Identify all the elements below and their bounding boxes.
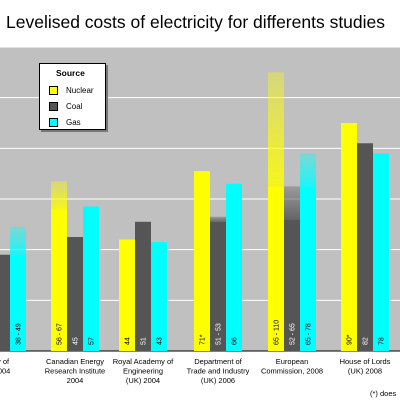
- bar-coal: [0, 254, 10, 351]
- bar-range-nuclear: [51, 181, 67, 210]
- bar-nuclear: [341, 123, 357, 351]
- category-label: Department of: [194, 357, 242, 366]
- legend-swatch-nuclear: [49, 86, 58, 95]
- bar-nuclear: [51, 209, 67, 351]
- category-label: Commission, 2008: [261, 367, 323, 376]
- bar-range-gas: [10, 226, 26, 255]
- data-label-nuclear: 71*: [200, 334, 207, 345]
- bar-gas: [226, 183, 242, 351]
- bar-range-coal: [210, 216, 226, 222]
- category-label: 2004: [67, 376, 84, 385]
- category-label: House of Lords: [340, 357, 391, 366]
- legend-swatch-coal: [49, 102, 58, 111]
- bar-range-gas: [300, 153, 316, 187]
- category-label: ty of: [0, 357, 10, 366]
- data-label-nuclear: 65 - 110: [274, 320, 281, 345]
- bar-nuclear: [194, 171, 210, 351]
- category-label: European: [276, 357, 309, 366]
- data-label-gas: 38 - 49: [16, 323, 23, 345]
- category-label: 2004: [0, 367, 10, 376]
- bar-coal: [135, 221, 151, 351]
- bar-gas: [300, 186, 316, 351]
- data-label-coal: 52 - 65: [290, 323, 297, 345]
- data-label-gas: 57: [89, 337, 96, 345]
- data-label-gas: 65 - 78: [306, 323, 313, 345]
- bar-nuclear: [268, 186, 284, 351]
- category-label: Engineering: [123, 367, 163, 376]
- category-label: (UK) 2008: [348, 367, 382, 376]
- data-label-coal: 82: [363, 337, 370, 345]
- data-label-gas: 66: [232, 337, 239, 345]
- bar-coal: [67, 237, 83, 351]
- bar-range-coal: [284, 186, 300, 220]
- category-label: (UK) 2006: [201, 376, 235, 385]
- bar-gas: [151, 242, 167, 351]
- legend-label-gas: Gas: [66, 118, 81, 127]
- bar-gas: [83, 206, 99, 351]
- legend-swatch-gas: [49, 118, 58, 127]
- data-label-coal: 51 - 53: [216, 323, 223, 345]
- legend: Source Nuclear Coal Gas: [39, 63, 106, 130]
- bar-gas: [373, 153, 389, 351]
- data-label-nuclear: 56 - 67: [57, 323, 64, 345]
- category-label: Canadian Energy: [46, 357, 104, 366]
- bar-nuclear: [119, 239, 135, 351]
- data-label-coal: 51: [141, 337, 148, 345]
- legend-title: Source: [56, 68, 85, 78]
- bar-coal: [210, 221, 226, 351]
- legend-label-coal: Coal: [66, 102, 83, 111]
- data-label-nuclear: 44: [125, 337, 132, 345]
- data-label-coal: 45: [73, 337, 80, 345]
- data-label-gas: 43: [157, 337, 164, 345]
- bar-coal: [284, 219, 300, 351]
- legend-label-nuclear: Nuclear: [66, 86, 94, 95]
- category-label: Research Institute: [45, 367, 105, 376]
- data-label-nuclear: 90*: [347, 334, 354, 345]
- bar-coal: [357, 143, 373, 351]
- category-label: Royal Academy of: [113, 357, 174, 366]
- data-label-gas: 78: [379, 337, 386, 345]
- category-label: (UK) 2004: [126, 376, 160, 385]
- chart-title: Levelised costs of electricity for diffe…: [6, 12, 386, 32]
- bar-gas: [10, 254, 26, 351]
- category-label: Trade and Industry: [187, 367, 250, 376]
- bar-range-nuclear: [268, 72, 284, 187]
- footnote: (*) does: [370, 389, 397, 398]
